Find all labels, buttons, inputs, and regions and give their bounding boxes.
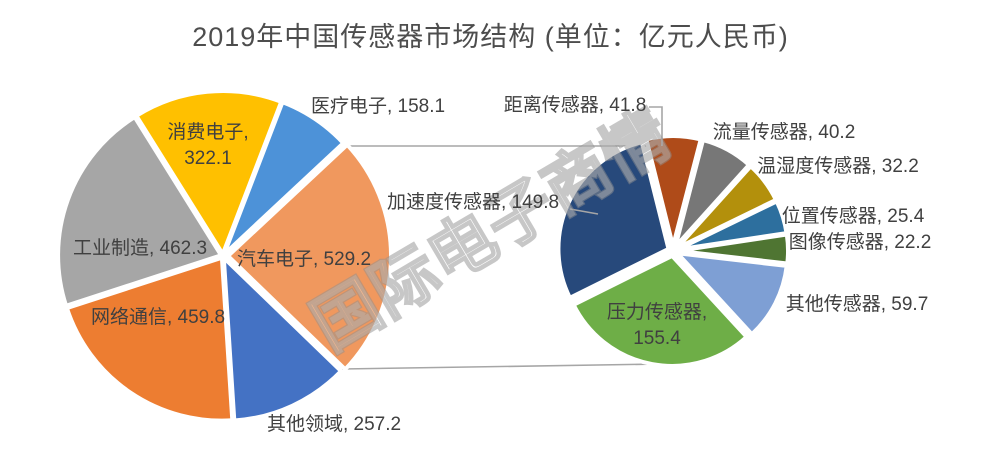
market-by-sensor-type-data-label-7: 加速度传感器, 149.8	[386, 192, 560, 213]
series-line-bottom	[341, 363, 661, 370]
market-by-sensor-type-slice-4	[676, 232, 791, 266]
market-by-application-data-label-2: 汽车电子, 529.2	[236, 249, 372, 270]
market-by-application-slice-1	[222, 100, 346, 257]
distance-label-connector-line	[649, 106, 663, 146]
market-by-sensor-type-slice-6	[571, 253, 749, 368]
market-by-application-slice-5	[56, 115, 224, 308]
left-pie	[56, 88, 394, 423]
market-by-sensor-type-data-label-6: 压力传感器, 155.4	[606, 302, 708, 349]
market-by-application-data-label-3: 其他领域, 257.2	[266, 414, 402, 435]
acceleration-label-connector-line	[569, 208, 599, 215]
market-by-sensor-type-data-label-3: 位置传感器, 25.4	[781, 206, 925, 227]
market-by-sensor-type-slice-7	[556, 140, 671, 300]
market-by-application-slice-0	[134, 88, 284, 256]
market-by-application-data-label-0: 消费电子, 322.1	[167, 122, 249, 169]
chart-title: 2019年中国传感器市场结构 (单位：亿元人民币)	[192, 22, 789, 52]
market-by-sensor-type-slice-5	[675, 251, 789, 337]
market-by-sensor-type-data-label-1: 流量传感器, 40.2	[712, 122, 856, 143]
market-by-sensor-type-data-label-2: 温湿度传感器, 32.2	[757, 156, 919, 177]
market-by-application-slice-2	[226, 142, 394, 372]
market-by-sensor-type-data-label-0: 距离传感器, 41.8	[503, 95, 647, 116]
market-by-application-slice-4	[64, 255, 235, 423]
market-by-application-data-label-1: 医疗电子, 158.1	[310, 96, 446, 117]
market-by-sensor-type-data-label-5: 其他传感器, 59.7	[785, 294, 929, 315]
market-by-sensor-type-data-label-4: 图像传感器, 22.2	[788, 232, 932, 253]
market-by-application-data-label-4: 网络通信, 459.8	[90, 307, 226, 328]
right-pie	[556, 134, 791, 368]
market-by-sensor-type-slice-0	[644, 134, 703, 248]
market-by-application-slice-3	[221, 255, 343, 423]
market-by-application-data-label-5: 工业制造, 462.3	[72, 238, 208, 259]
market-by-sensor-type-slice-1	[673, 138, 751, 249]
